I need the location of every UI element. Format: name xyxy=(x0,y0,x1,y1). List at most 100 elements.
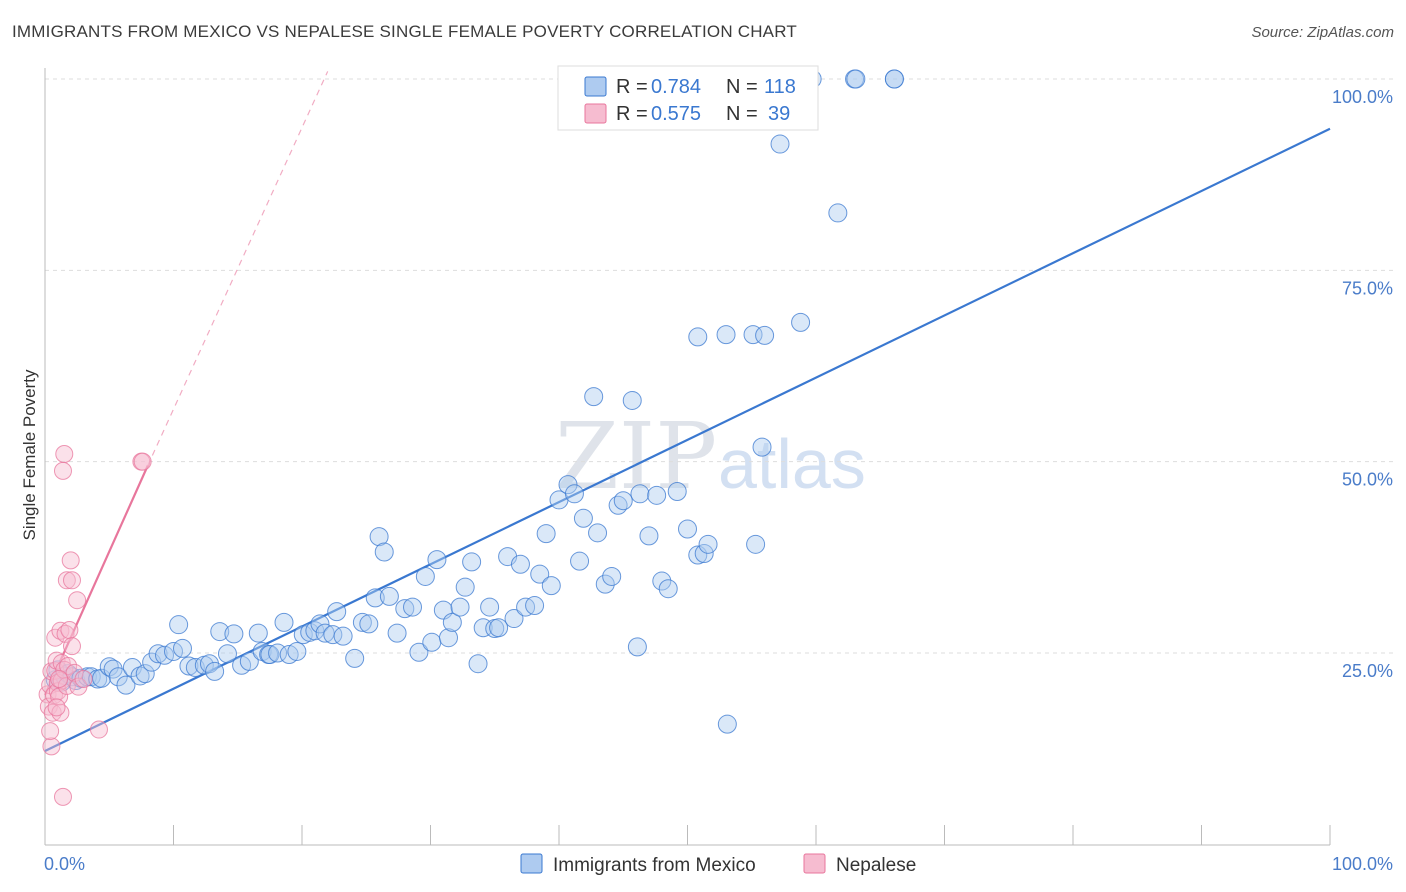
point-mexico xyxy=(365,588,385,608)
point-mexico xyxy=(752,437,772,457)
legend-swatch-mexico xyxy=(584,76,607,97)
legend-n-label-nepalese: N = xyxy=(726,103,758,125)
point-mexico xyxy=(369,527,389,547)
x-tick-label-min: 0.0% xyxy=(44,854,85,874)
point-mexico xyxy=(884,69,904,89)
point-mexico xyxy=(627,637,647,657)
point-mexico xyxy=(468,654,488,674)
point-nepalese xyxy=(62,637,81,656)
point-mexico xyxy=(613,491,633,511)
point-mexico xyxy=(791,312,811,332)
trend-line-nepalese-extension xyxy=(147,71,329,466)
point-mexico xyxy=(327,602,347,622)
point-nepalese xyxy=(65,663,84,682)
trend-line-mexico xyxy=(44,127,1331,752)
point-mexico xyxy=(422,632,442,652)
point-mexico xyxy=(602,566,622,586)
point-mexico xyxy=(409,642,429,662)
point-nepalese xyxy=(53,787,72,806)
point-mexico xyxy=(442,612,462,632)
point-mexico xyxy=(564,484,584,504)
point-mexico xyxy=(403,597,423,617)
point-mexico xyxy=(828,203,848,223)
point-mexico xyxy=(415,566,435,586)
point-nepalese xyxy=(53,461,72,480)
series-nepalese-points xyxy=(38,445,152,806)
point-nepalese xyxy=(51,621,70,640)
point-mexico xyxy=(622,390,642,410)
point-mexico xyxy=(530,564,550,584)
point-mexico xyxy=(179,656,199,676)
point-mexico xyxy=(148,644,168,664)
point-nepalese xyxy=(89,720,108,739)
point-nepalese xyxy=(47,698,66,717)
point-mexico xyxy=(172,638,192,658)
point-mexico xyxy=(359,614,379,634)
point-mexico xyxy=(395,599,415,619)
point-nepalese xyxy=(60,621,79,640)
point-mexico xyxy=(755,325,775,345)
trend-line-nepalese xyxy=(43,465,149,696)
point-mexico xyxy=(746,534,766,554)
point-mexico xyxy=(323,625,343,645)
legend-bottom: Immigrants from Mexico Nepalese xyxy=(520,853,916,876)
point-mexico xyxy=(678,519,697,539)
legend-r-value-mexico: 0.784 xyxy=(651,76,701,98)
point-mexico xyxy=(694,544,714,564)
point-mexico xyxy=(504,609,524,629)
point-mexico xyxy=(450,597,470,617)
point-mexico xyxy=(352,612,372,632)
point-mexico xyxy=(387,623,407,643)
point-mexico xyxy=(688,327,708,347)
bottom-legend-swatch-mexico xyxy=(520,853,543,874)
point-nepalese xyxy=(42,737,61,756)
point-mexico xyxy=(427,550,447,570)
point-mexico xyxy=(588,523,608,543)
point-mexico xyxy=(260,645,280,665)
point-mexico xyxy=(310,614,330,634)
y-tick-label-100: 100.0% xyxy=(1332,87,1393,107)
point-mexico xyxy=(345,648,365,668)
point-mexico xyxy=(716,325,736,345)
point-mexico xyxy=(846,69,866,89)
y-tick-label-25: 25.0% xyxy=(1342,661,1393,681)
point-mexico xyxy=(536,524,556,544)
point-nepalese xyxy=(55,445,74,464)
point-nepalese xyxy=(68,591,87,610)
point-nepalese xyxy=(133,452,152,471)
point-nepalese xyxy=(74,670,93,689)
watermark-atlas: atlas xyxy=(718,425,866,503)
point-mexico xyxy=(652,571,672,591)
point-mexico xyxy=(525,596,545,616)
point-mexico xyxy=(217,644,237,664)
point-mexico xyxy=(279,645,299,665)
point-mexico xyxy=(92,668,112,688)
point-mexico xyxy=(210,622,230,642)
bottom-legend-label-nepalese: Nepalese xyxy=(836,855,916,876)
point-mexico xyxy=(462,552,482,572)
point-mexico xyxy=(541,576,561,596)
point-nepalese xyxy=(62,571,81,590)
point-mexico xyxy=(770,134,790,154)
legend-top: R = 0.784 N = 118 R = 0.575 N = 39 xyxy=(557,65,819,131)
legend-r-label-nepalese: R = xyxy=(616,103,648,125)
point-mexico xyxy=(717,714,737,734)
point-nepalese xyxy=(50,670,69,689)
chart-title: IMMIGRANTS FROM MEXICO VS NEPALESE SINGL… xyxy=(12,22,797,41)
point-mexico xyxy=(639,526,659,546)
point-mexico xyxy=(169,615,189,635)
point-mexico xyxy=(584,387,604,407)
bottom-legend-label-mexico: Immigrants from Mexico xyxy=(553,855,756,876)
point-mexico xyxy=(630,484,650,504)
point-mexico xyxy=(274,612,294,632)
watermark-zip: ZIP xyxy=(555,403,717,510)
y-tick-label-75: 75.0% xyxy=(1342,278,1393,298)
point-mexico xyxy=(239,651,259,671)
point-mexico xyxy=(224,624,244,644)
point-mexico xyxy=(248,623,268,643)
point-mexico xyxy=(130,666,150,686)
x-tick-label-max: 100.0% xyxy=(1332,854,1393,874)
point-mexico xyxy=(595,574,615,594)
grid xyxy=(45,78,1393,654)
bottom-legend-swatch-nepalese xyxy=(803,853,826,874)
